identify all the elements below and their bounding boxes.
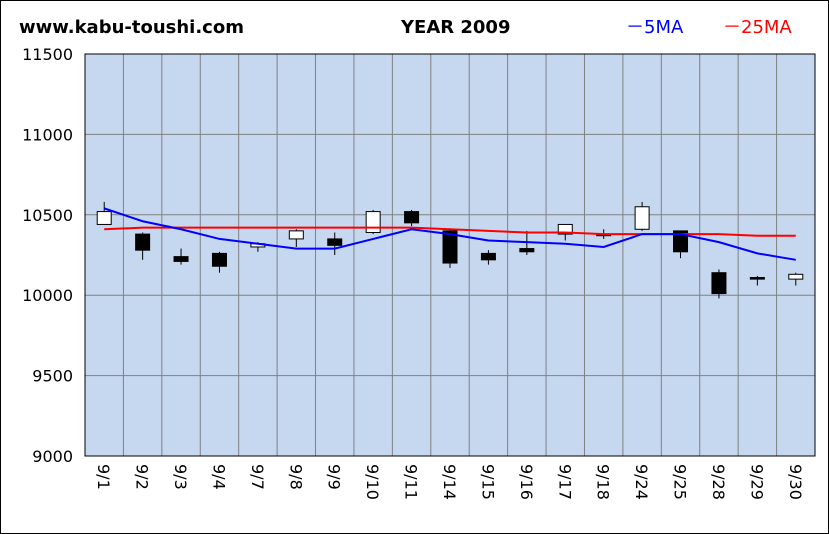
candle-body (480, 252, 496, 261)
x-tick-label: 9/2 (133, 464, 152, 490)
candle (404, 209, 420, 227)
candle (96, 201, 112, 225)
candle (173, 248, 189, 265)
y-tick-label: 11000 (22, 125, 73, 144)
candle-body (519, 248, 535, 253)
y-tick-label: 9500 (32, 367, 73, 386)
y-tick-label: 10000 (22, 286, 73, 305)
x-tick-label: 9/18 (594, 464, 613, 500)
candle-body (173, 256, 189, 262)
x-tick-label: 9/14 (440, 464, 459, 500)
candle (480, 250, 496, 265)
candle (749, 275, 765, 286)
x-tick-label: 9/15 (478, 464, 497, 500)
legend-5ma: －5MA (626, 17, 684, 38)
x-tick-label: 9/8 (286, 464, 305, 490)
x-tick-label: 9/3 (171, 464, 190, 490)
x-tick-label: 9/11 (402, 464, 421, 500)
x-tick-label: 9/24 (632, 464, 651, 500)
x-axis: 9/1 9/2 9/3 9/4 9/7 9/8 9/9 9/10 9/11 9/14 9/15 9/1… (94, 464, 805, 500)
site-url[interactable]: www.kabu-toushi.com (19, 17, 244, 38)
candle (634, 201, 650, 231)
x-tick-label: 9/9 (325, 464, 344, 490)
x-tick-label: 9/10 (363, 464, 382, 500)
candle-body (135, 233, 151, 251)
y-tick-label: 9000 (32, 447, 73, 466)
candle (711, 269, 727, 299)
grid-lines (85, 53, 815, 457)
x-tick-label: 9/25 (671, 464, 690, 500)
candle-body (288, 230, 304, 240)
candle (442, 229, 458, 268)
x-tick-label: 9/28 (709, 464, 728, 500)
candle (673, 230, 689, 259)
x-tick-label: 9/4 (209, 464, 228, 490)
series-line-5ma (103, 207, 796, 261)
candle-body (96, 211, 112, 225)
candle-body (327, 238, 343, 246)
x-tick-label: 9/29 (747, 464, 766, 500)
candle-body (365, 211, 381, 233)
x-tick-label: 9/17 (555, 464, 574, 500)
y-tick-label: 10500 (22, 206, 73, 225)
candle (327, 232, 343, 255)
legend-25ma: －25MA (723, 17, 792, 38)
candle-body (788, 273, 804, 280)
candle-body (673, 230, 689, 253)
candle-body (211, 252, 227, 267)
candle-body (557, 223, 573, 235)
candle-body (711, 272, 727, 295)
candle (211, 251, 227, 273)
candle (788, 272, 804, 286)
x-tick-label: 9/16 (517, 464, 536, 500)
y-tick-label: 11500 (22, 45, 73, 64)
x-tick-label: 9/30 (786, 464, 805, 500)
x-tick-label: 9/1 (94, 464, 113, 490)
candle-body (404, 211, 420, 224)
candle-body (749, 277, 765, 280)
plot-border (84, 53, 816, 457)
candle (365, 209, 381, 235)
chart-title: YEAR 2009 (401, 17, 511, 38)
candle (288, 229, 304, 247)
candle-body (634, 206, 650, 230)
x-tick-label: 9/7 (248, 464, 267, 490)
candle-body (442, 230, 458, 264)
candle (135, 232, 151, 260)
y-axis: 9000 9500 10000 10500 11000 11500 (22, 45, 73, 466)
